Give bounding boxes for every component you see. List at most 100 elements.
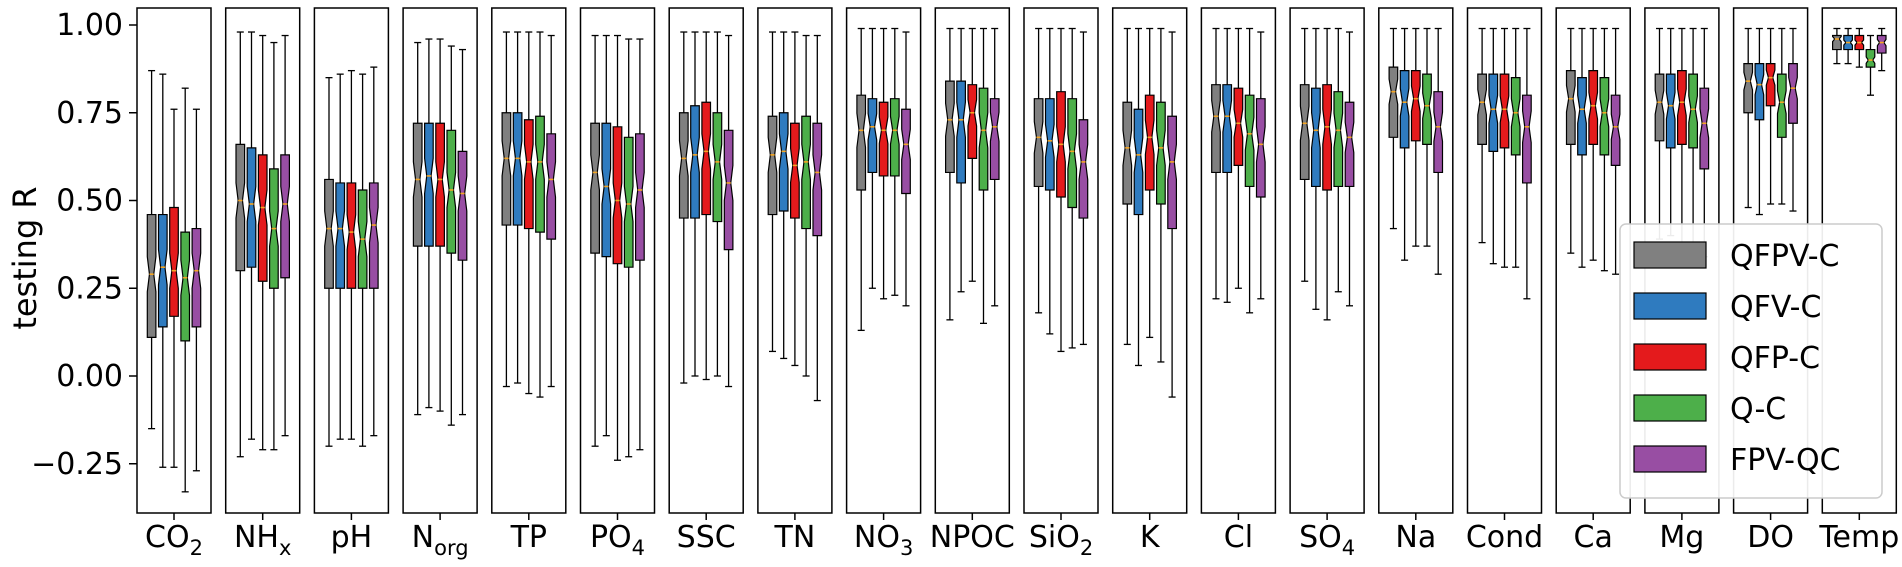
category-label: TP — [510, 520, 547, 555]
box-QFP-C — [878, 27, 889, 300]
legend-entry: FPV-QC — [1633, 443, 1841, 478]
box-body — [767, 115, 778, 216]
box-FPV-QC — [1255, 31, 1266, 300]
box-QFP-C — [169, 108, 179, 468]
box-QFP-C — [1233, 27, 1244, 289]
box-body — [1410, 70, 1421, 142]
x-axis-labels: CO2 NHx pH Norg TP PO4 SSC TN NO3 NPOC SiO2 K Cl SO4 N… — [145, 513, 1899, 560]
legend-swatch — [1633, 292, 1707, 320]
box-QFPV-C — [856, 27, 867, 332]
category-label: Norg — [412, 520, 469, 560]
legend-entry: Q-C — [1633, 392, 1786, 427]
box-body — [812, 122, 823, 237]
box-body — [867, 98, 878, 174]
box-FPV-QC — [1699, 27, 1710, 258]
box-QFV-C — [1843, 27, 1854, 65]
box-body — [634, 133, 645, 261]
box-body — [1688, 73, 1699, 149]
y-tick-label: −0.25 — [31, 447, 123, 482]
category-label-subscript: org — [434, 536, 468, 560]
box-body — [1167, 115, 1178, 230]
box-body — [1665, 73, 1676, 149]
box-body — [989, 98, 1000, 181]
box-QFPV-C — [1743, 27, 1754, 209]
box-QFV-C — [1222, 27, 1233, 303]
category-label: PO4 — [590, 520, 645, 560]
box-body — [789, 122, 800, 219]
category-label-base: Mg — [1659, 520, 1704, 555]
box-body — [512, 112, 523, 226]
box-FPV-QC — [457, 48, 468, 416]
box-body — [1310, 87, 1321, 188]
category-label-subscript: 3 — [900, 536, 913, 560]
box-QFPV-C — [1033, 27, 1044, 314]
box-body — [501, 112, 512, 226]
category-label: SiO2 — [1029, 520, 1093, 560]
box-body — [1222, 84, 1233, 174]
box-body — [1876, 34, 1887, 54]
box-FPV-QC — [280, 34, 290, 437]
category-label: DO — [1747, 520, 1794, 555]
box-QFP-C — [701, 31, 712, 381]
box-body — [778, 112, 789, 212]
category-label-base: TP — [510, 520, 547, 555]
box-Q-C — [446, 45, 457, 426]
category-label: Ca — [1574, 520, 1613, 555]
box-body — [257, 154, 268, 282]
category-label-base: Temp — [1818, 520, 1899, 555]
box-body — [1865, 48, 1876, 68]
box-body — [978, 87, 989, 191]
box-body — [280, 154, 290, 279]
box-body — [901, 108, 911, 195]
box-body — [1676, 70, 1687, 145]
category-label: Na — [1395, 520, 1436, 555]
category-label-base: NH — [234, 520, 279, 555]
box-FPV-QC — [1078, 31, 1089, 346]
category-label: CO2 — [145, 520, 203, 560]
box-body — [1388, 66, 1399, 138]
category-label-base: SO — [1299, 520, 1342, 555]
box-body — [1299, 84, 1310, 181]
legend-label: QFP-C — [1730, 341, 1820, 376]
box-FPV-QC — [1344, 31, 1355, 307]
category-label-base: Cl — [1224, 520, 1253, 555]
box-body — [623, 136, 634, 268]
box-QFV-C — [1044, 27, 1055, 335]
box-QFPV-C — [501, 31, 512, 388]
box-body — [1333, 91, 1344, 188]
y-axis-label: testing R — [6, 186, 44, 329]
category-label: Mg — [1659, 520, 1704, 555]
box-QFP-C — [789, 31, 800, 367]
box-QFPV-C — [678, 31, 689, 384]
box-body — [546, 133, 557, 240]
box-body — [1255, 98, 1266, 198]
legend-swatch — [1633, 394, 1707, 422]
category-label-subscript: 4 — [632, 536, 645, 560]
box-Q-C — [889, 27, 900, 296]
box-QFV-C — [1577, 27, 1587, 268]
box-QFP-C — [1322, 27, 1333, 321]
y-axis: 1.00 0.75 0.50 0.25 0.00 −0.25 — [31, 8, 137, 482]
box-body — [180, 231, 191, 342]
category-label-base: pH — [331, 520, 373, 555]
box-Q-C — [357, 73, 368, 447]
box-body — [1488, 73, 1499, 152]
category-label-base: SSC — [677, 520, 736, 555]
box-body — [523, 119, 534, 230]
category-label-base: Na — [1395, 520, 1436, 555]
box-body — [678, 112, 689, 219]
y-tick-label: 0.25 — [56, 271, 123, 306]
category-label: NO3 — [854, 520, 913, 560]
y-tick-label: 0.75 — [56, 96, 123, 131]
category-label: Cond — [1466, 520, 1543, 555]
box-body — [235, 143, 246, 272]
box-body — [1399, 70, 1410, 149]
box-Q-C — [1244, 27, 1255, 314]
box-body — [1499, 73, 1510, 149]
box-QFV-C — [1133, 27, 1144, 367]
box-body — [335, 182, 346, 289]
category-label: NHx — [234, 520, 291, 560]
box-QFP-C — [612, 34, 623, 461]
box-QFPV-C — [1299, 27, 1310, 282]
